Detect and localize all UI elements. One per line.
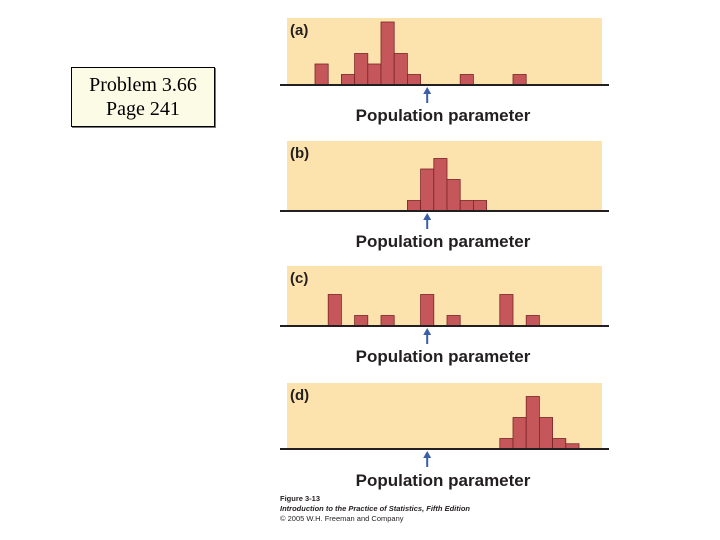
panel-a-parameter-arrow-icon: [423, 87, 432, 94]
panel-a-bar: [340, 74, 355, 86]
panel-d-bar: [525, 396, 540, 450]
panel-c-bar: [420, 294, 435, 327]
panel-a-background: [287, 18, 602, 85]
panel-b-bar: [406, 200, 421, 212]
panel-a-bar: [314, 63, 329, 86]
book-title: Introduction to the Practice of Statisti…: [280, 504, 471, 513]
panel-d-population-parameter-label: Population parameter: [356, 471, 531, 490]
panel-a-bar: [354, 53, 369, 86]
panel-c-parameter-arrow-icon: [423, 328, 432, 335]
panel-d-bar: [512, 417, 527, 450]
panel-d-label: (d): [290, 387, 309, 404]
panel-a-bar: [512, 74, 527, 86]
panel-d-bar: [499, 438, 514, 450]
panel-b-bar: [446, 179, 461, 212]
panel-b-bar: [459, 200, 474, 212]
panel-b-bar: [420, 168, 435, 212]
panel-b-bar: [472, 200, 487, 212]
page-number: Page 241: [106, 98, 180, 120]
panel-b-label: (b): [290, 145, 309, 162]
panel-c-bar: [525, 315, 540, 327]
problem-label-box: Problem 3.66 Page 241: [71, 67, 215, 127]
panel-c-bar: [354, 315, 369, 327]
panel-b-parameter-arrow-icon: [423, 213, 432, 220]
panel-b-population-parameter-label: Population parameter: [356, 232, 531, 251]
panel-c-label: (c): [290, 270, 308, 287]
panel-a-label: (a): [290, 22, 308, 39]
figure-number: Figure 3-13: [280, 494, 321, 503]
panel-a-bar: [406, 74, 421, 86]
panel-c-population-parameter-label: Population parameter: [356, 347, 531, 366]
panel-a-bar: [459, 74, 474, 86]
panel-a-population-parameter-label: Population parameter: [356, 106, 531, 125]
panel-d-parameter-arrow-icon: [423, 451, 432, 458]
panel-a-bar: [367, 63, 382, 86]
panel-c-bar: [380, 315, 395, 327]
panel-c-bar: [446, 315, 461, 327]
panel-a-bar: [380, 21, 395, 86]
panel-b-bar: [433, 158, 448, 212]
panel-c-bar: [327, 294, 342, 327]
figure-caption: Figure 3-13 Introduction to the Practice…: [280, 494, 580, 524]
panel-d-bar: [539, 417, 554, 450]
panel-d-bar: [552, 438, 567, 450]
copyright: © 2005 W.H. Freeman and Company: [280, 514, 404, 523]
panel-a-bar: [393, 53, 408, 86]
problem-number: Problem 3.66: [89, 74, 197, 96]
panel-c-bar: [499, 294, 514, 327]
